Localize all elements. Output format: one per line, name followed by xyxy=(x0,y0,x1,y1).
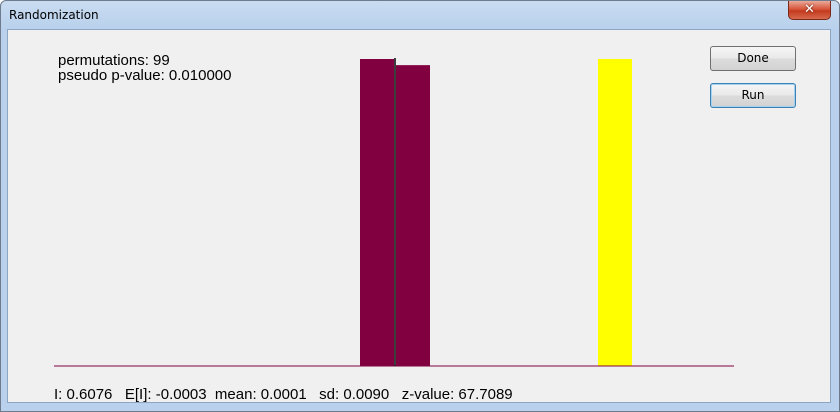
permutations-label: permutations: 99 xyxy=(58,52,170,69)
observed-i-bar xyxy=(598,59,632,366)
close-icon: ✕ xyxy=(804,2,815,17)
distribution-bar-0 xyxy=(360,59,394,366)
client-area: permutations: 99 pseudo p-value: 0.01000… xyxy=(7,29,831,403)
run-button[interactable]: Run xyxy=(710,83,796,108)
window-title: Randomization xyxy=(9,8,99,22)
distribution-bar-1 xyxy=(396,65,430,366)
close-button[interactable]: ✕ xyxy=(788,1,831,20)
statistics-summary: I: 0.6076 E[I]: -0.0003 mean: 0.0001 sd:… xyxy=(54,386,513,403)
bars-layer xyxy=(360,59,632,366)
title-bar[interactable]: Randomization ✕ xyxy=(1,1,839,29)
histogram-chart xyxy=(54,58,734,367)
pseudo-p-value-label: pseudo p-value: 0.010000 xyxy=(58,67,232,84)
done-button[interactable]: Done xyxy=(710,46,796,71)
